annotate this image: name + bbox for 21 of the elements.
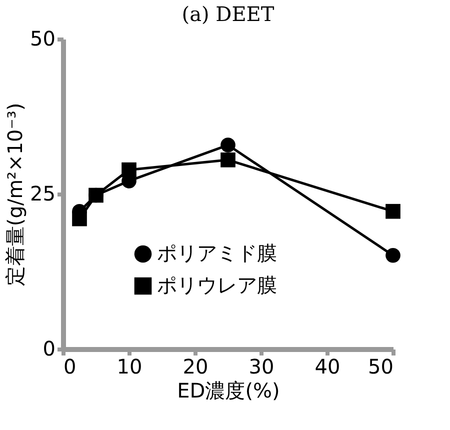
- x-tick-label: 40: [314, 354, 340, 378]
- y-axis-title: 定着量(g/m²×10⁻³): [3, 102, 28, 286]
- y-tick-label: 25: [30, 182, 56, 206]
- y-tick-label: 50: [30, 26, 56, 50]
- point: [72, 211, 87, 226]
- x-tick-label: 0: [64, 354, 76, 378]
- point: [386, 248, 400, 263]
- point: [220, 138, 236, 152]
- point: [88, 188, 104, 203]
- legend-label: ポリウレア膜: [157, 273, 277, 297]
- point: [386, 204, 400, 219]
- x-axis-title: ED濃度(%): [177, 378, 280, 402]
- point: [220, 152, 236, 168]
- x-tick-label: 50: [368, 354, 394, 378]
- chart-title: (a) DEET: [182, 2, 275, 26]
- x-tick-label: 30: [248, 354, 274, 378]
- point: [122, 162, 136, 178]
- y-tick-label: 0: [42, 336, 56, 360]
- x-tick-label: 10: [116, 354, 142, 378]
- x-tick-label: 20: [182, 354, 208, 378]
- legend-label: ポリアミド膜: [157, 241, 277, 265]
